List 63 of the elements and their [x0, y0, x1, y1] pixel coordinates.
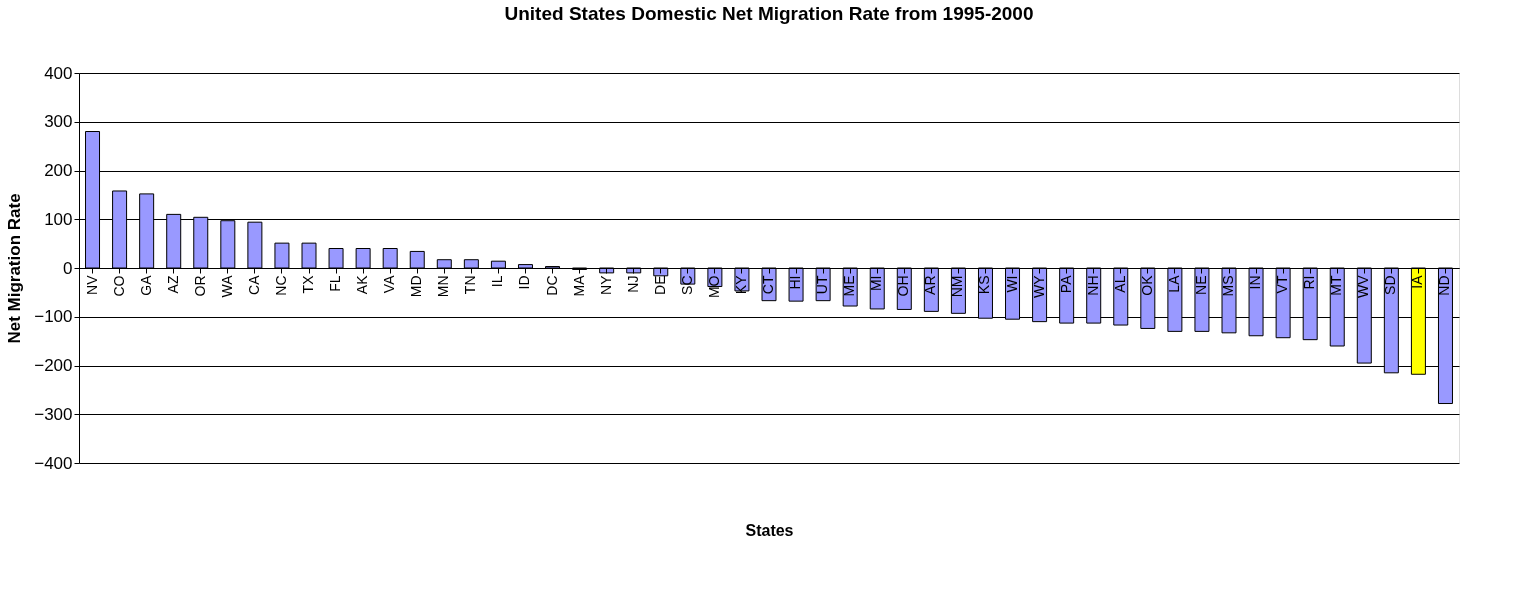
x-tick-label: OK [1138, 274, 1155, 296]
x-tick-label: MD [408, 275, 425, 298]
y-tick-label: −300 [34, 404, 73, 424]
x-tick-label: NC [272, 275, 289, 296]
x-tick-label: WY [1030, 274, 1047, 299]
y-tick-label: −400 [34, 453, 73, 473]
y-tick-label: −200 [34, 356, 73, 375]
y-tick-label: 300 [44, 112, 73, 132]
x-tick-label: SD [1382, 275, 1399, 295]
y-tick-label: 100 [44, 209, 73, 229]
x-tick-label: AR [922, 275, 939, 295]
x-tick-label: LA [1165, 274, 1182, 293]
x-tick-label: SC [678, 275, 695, 295]
x-tick-label: PA [1057, 274, 1074, 294]
x-tick-label: AZ [164, 275, 181, 294]
x-tick-label: MO [705, 275, 722, 299]
x-tick-label: WA [218, 274, 235, 298]
x-tick-label: ME [841, 275, 858, 297]
x-axis-title: States [745, 522, 794, 540]
x-tick-label: WV [1355, 274, 1372, 299]
x-tick-label: MI [868, 275, 885, 292]
x-tick-label: TN [462, 275, 479, 295]
x-tick-label: MN [435, 275, 452, 298]
x-tick-label: RI [1301, 275, 1318, 290]
y-tick-label: 0 [63, 258, 73, 278]
x-tick-label: DC [543, 275, 560, 296]
x-tick-label: HI [787, 275, 804, 290]
y-axis-title: Net Migration Rate [5, 193, 25, 344]
x-tick-label: OR [191, 275, 208, 297]
x-tick-label: CT [760, 275, 776, 295]
x-tick-label: MT [1328, 275, 1345, 296]
x-tick-label: NY [597, 274, 614, 295]
x-tick-label: NJ [624, 275, 641, 293]
x-tick-label: AK [354, 274, 371, 295]
x-tick-label: IN [1247, 275, 1264, 290]
x-tick-label: KS [976, 275, 993, 295]
x-tick-label: TX [300, 274, 316, 294]
x-tick-label: VT [1274, 275, 1291, 294]
y-tick-label: −100 [34, 307, 73, 327]
x-tick-label: NE [1192, 275, 1209, 295]
x-tick-label: GA [137, 274, 154, 296]
x-tick-label: AL [1111, 275, 1128, 293]
chart-title: United States Domestic Net Migration Rate from 1995-2000 [504, 3, 1034, 24]
x-tick-label: NH [1084, 275, 1101, 296]
x-tick-label: ND [1436, 275, 1453, 296]
x-tick-label: NM [949, 275, 966, 298]
x-tick-label: MA [570, 274, 587, 297]
x-tick-label: ID [516, 275, 533, 290]
x-tick-label: VA [381, 274, 398, 294]
x-tick-label: FL [327, 275, 344, 292]
y-tick-label: 400 [44, 63, 73, 83]
x-tick-label: MS [1220, 275, 1236, 297]
x-tick-label: UT [814, 275, 831, 295]
y-tick-label: 200 [44, 161, 73, 180]
x-tick-label: OH [895, 275, 912, 297]
x-tick-label: IL [489, 275, 506, 288]
x-tick-label: DE [651, 275, 668, 295]
x-tick-label: CA [245, 274, 262, 295]
x-tick-label: KY [732, 274, 749, 295]
x-tick-label: IA [1409, 274, 1426, 289]
x-tick-label: NV [83, 274, 100, 295]
x-tick-label: CO [110, 275, 127, 297]
x-tick-label: WI [1003, 275, 1020, 293]
